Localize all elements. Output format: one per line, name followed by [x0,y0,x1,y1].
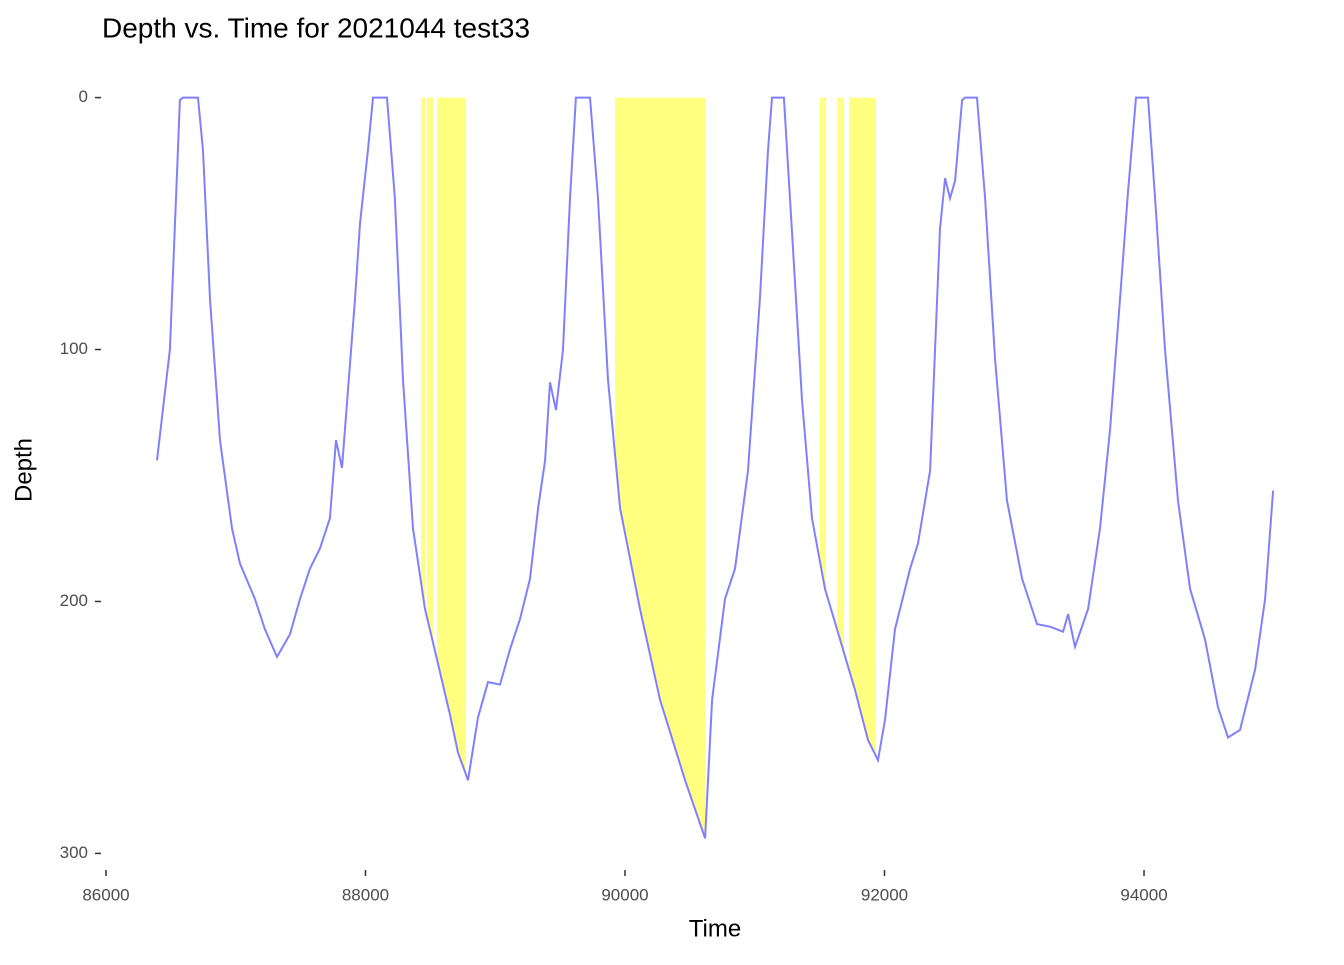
highlight [421,97,426,839]
highlight [820,97,826,839]
highlight [615,97,706,839]
chart-title: Depth vs. Time for 2021044 test33 [102,12,530,43]
highlight [837,97,845,839]
x-tick-label: 92000 [861,885,908,904]
x-axis-title: Time [689,915,741,942]
x-tick-label: 90000 [601,885,648,904]
depth-line [156,96,1275,839]
y-tick-label: 200 [60,591,88,610]
y-tick-label: 0 [79,87,88,106]
y-tick-label: 300 [60,843,88,862]
y-axis-title: Depth [10,438,37,502]
y-tick-label: 100 [60,339,88,358]
highlight [426,97,433,839]
x-tick-label: 94000 [1120,885,1167,904]
highlight [436,97,467,839]
x-tick-label: 86000 [82,885,129,904]
x-tick-label: 88000 [342,885,389,904]
